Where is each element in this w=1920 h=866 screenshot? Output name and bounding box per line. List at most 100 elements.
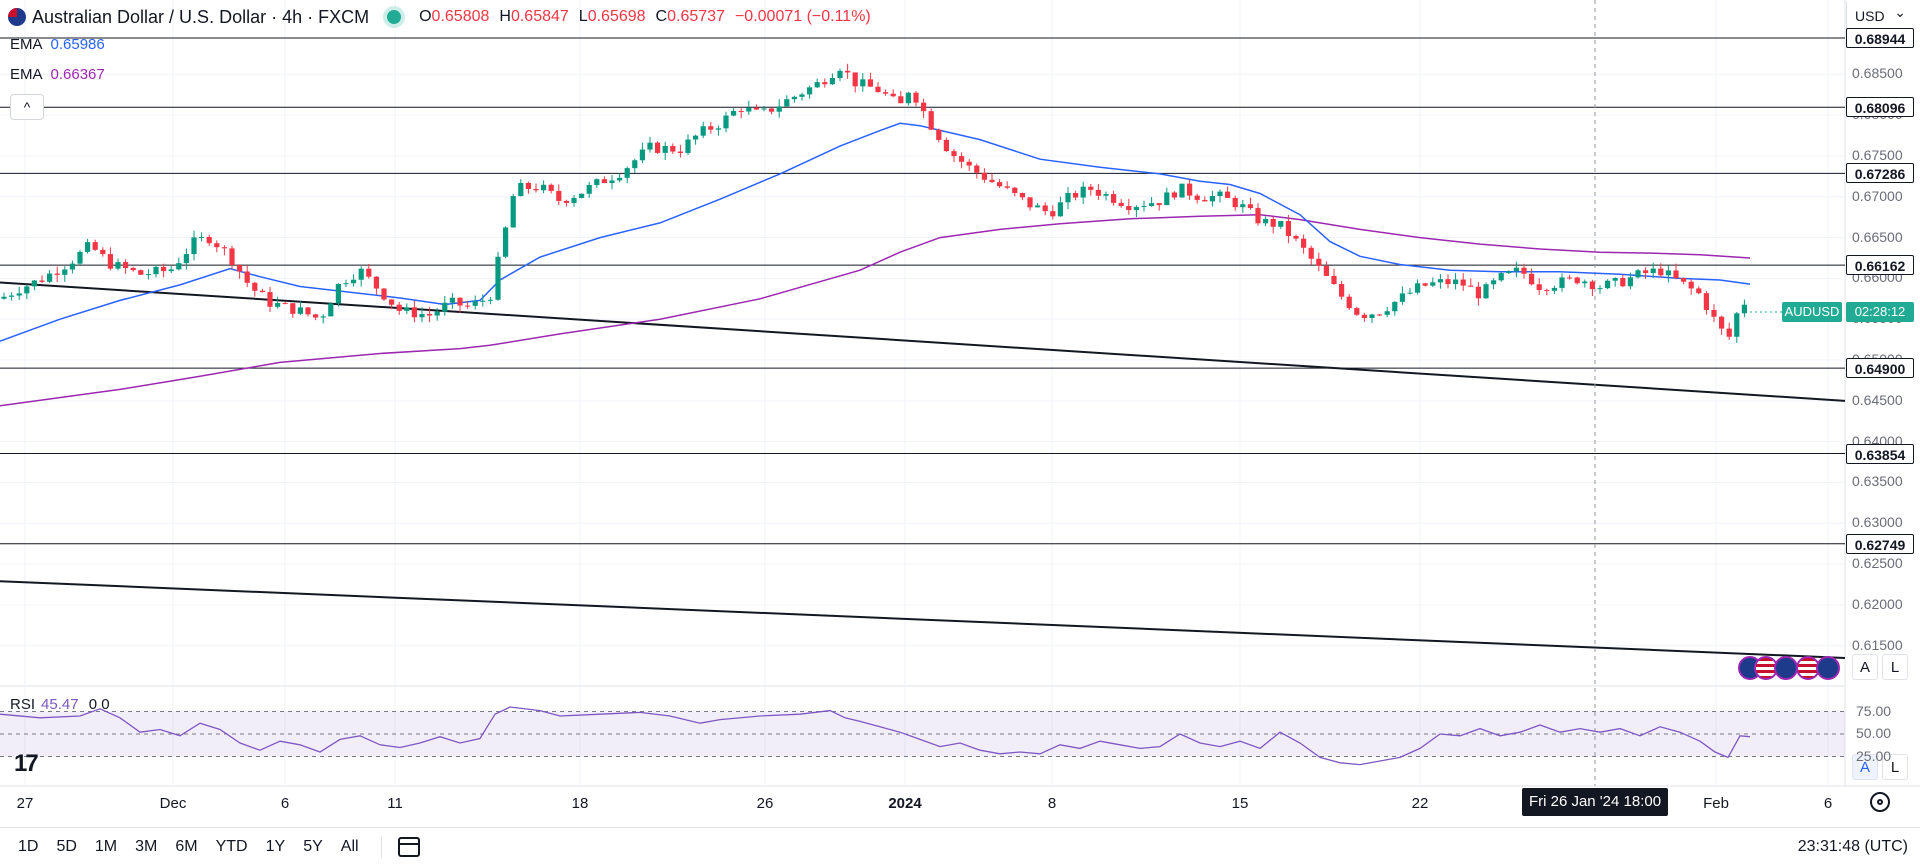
timeframe-button[interactable]: 3M [135, 838, 158, 855]
candle-body [647, 142, 653, 150]
candle-body [1361, 314, 1367, 319]
candle-body [1088, 186, 1094, 190]
candle-body [115, 262, 121, 269]
candle-body [495, 256, 501, 300]
tradingview-logo[interactable]: 17 [14, 750, 39, 777]
price-tick-label: 0.61500 [1852, 636, 1903, 653]
au-event-icon[interactable] [1774, 656, 1798, 680]
candle-body [905, 92, 911, 104]
timeframe-button[interactable]: 1Y [265, 838, 286, 855]
candle-body [404, 307, 410, 311]
candle-body [1209, 196, 1215, 202]
candle-body [1559, 277, 1565, 288]
candle-body [1171, 192, 1177, 198]
timeframe-button[interactable]: 6M [175, 838, 198, 855]
rsi-tick-label: 25.00 [1856, 747, 1892, 764]
symbol-title[interactable]: Australian Dollar / U.S. Dollar · 4h · F… [32, 6, 370, 27]
time-tick-label: 6 [280, 795, 290, 812]
price-tick-label: 0.67500 [1852, 146, 1903, 163]
candle-body [1536, 284, 1542, 291]
candle-body [769, 108, 775, 112]
timeframe-button[interactable]: 1D [18, 838, 39, 855]
auto-scale-button[interactable]: A [1852, 654, 1878, 680]
currency-select[interactable]: USD [1846, 0, 1912, 30]
candle-body [685, 139, 691, 153]
candle-body [898, 96, 904, 104]
candle-body [1012, 187, 1018, 193]
candle-body [366, 268, 372, 277]
candle-body [24, 286, 30, 294]
timeframe-button[interactable]: 5D [56, 838, 77, 855]
candle-body [358, 268, 364, 280]
candle-body [563, 200, 569, 203]
timeframe-button[interactable]: 1M [94, 838, 118, 855]
price-tick-label: 0.63500 [1852, 473, 1903, 490]
timeframe-button[interactable]: All [340, 838, 359, 855]
rsi-legend[interactable]: RSI 45.47 0 0 [10, 696, 110, 713]
time-tick-label: Dec [159, 795, 187, 812]
candle-body [936, 129, 942, 140]
candle-body [822, 82, 828, 85]
candle-body [1643, 270, 1649, 274]
timeframe-button[interactable]: YTD [215, 838, 248, 855]
candle-body [974, 165, 980, 173]
price-tick-label: 0.62000 [1852, 595, 1903, 612]
candle-body [928, 111, 934, 130]
candle-body [138, 270, 144, 275]
candle-body [1202, 199, 1208, 202]
candle-body [541, 184, 547, 191]
price-change: −0.00071 (−0.11%) [734, 8, 871, 25]
rsi-auto-scale-button[interactable]: A [1852, 754, 1878, 780]
candle-body [518, 182, 524, 197]
candle-body [1225, 191, 1231, 198]
candle-body [1513, 267, 1519, 272]
candle-body [966, 161, 972, 166]
ohlc-values: O0.65808 H0.65847 L0.65698 C0.65737 −0.0… [419, 8, 871, 25]
candle-body [556, 190, 562, 201]
candle-body [373, 276, 379, 289]
log-scale-button[interactable]: L [1882, 654, 1908, 680]
candle-body [959, 156, 965, 162]
level-price-tag: 0.68944 [1846, 28, 1914, 49]
timeframe-button[interactable]: 5Y [303, 838, 323, 855]
clock[interactable]: 23:31:48 (UTC) [1797, 838, 1908, 855]
candle-body [639, 149, 645, 161]
candle-body [1080, 186, 1086, 198]
time-tick-label: 26 [756, 795, 774, 812]
market-status-icon[interactable] [387, 10, 402, 24]
collapse-indicators-button[interactable]: ^ [10, 94, 44, 120]
candle-body [1247, 204, 1253, 209]
candle-body [579, 193, 585, 198]
candle-body [533, 188, 539, 191]
candle-body [997, 182, 1003, 187]
candle-body [39, 280, 45, 282]
time-tick-label: 2024 [888, 795, 922, 812]
candle-body [1437, 279, 1443, 283]
candle-body [1384, 311, 1390, 315]
candle-body [1491, 280, 1497, 285]
candle-body [1118, 202, 1124, 206]
candle-body [1164, 192, 1170, 206]
ema-slow-legend[interactable]: EMA 0.66367 [10, 66, 105, 83]
price-tick-label: 0.68500 [1852, 65, 1903, 82]
candle-body [845, 70, 851, 73]
settings-gear-icon[interactable] [1870, 792, 1890, 812]
candle-body [890, 93, 896, 97]
crosshair-time-label: Fri 26 Jan '24 18:00 [1522, 788, 1668, 816]
ema-fast-legend[interactable]: EMA 0.65986 [10, 36, 105, 53]
calendar-icon[interactable] [397, 837, 420, 857]
candle-body [1050, 211, 1056, 217]
level-price-tag: 0.67286 [1846, 163, 1914, 184]
candle-body [1453, 279, 1459, 285]
candle-body [1597, 288, 1603, 290]
rsi-log-scale-button[interactable]: L [1882, 754, 1908, 780]
candle-body [814, 82, 820, 88]
candle-body [206, 237, 212, 244]
candle-body [1399, 293, 1405, 302]
au-event-icon[interactable] [1816, 656, 1840, 680]
price-tick-label: 0.67000 [1852, 187, 1903, 204]
candle-body [1703, 293, 1709, 310]
level-price-tag: 0.68096 [1846, 97, 1914, 118]
candle-body [632, 160, 638, 169]
